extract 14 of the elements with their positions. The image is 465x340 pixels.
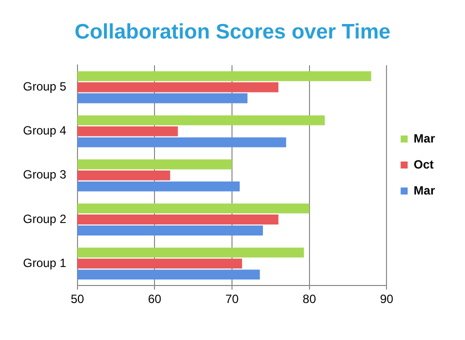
x-tick-label: 50 [70,292,84,306]
y-tick-label: Group 5 [23,80,67,94]
legend-label: Mar [414,131,436,146]
y-tick-label: Group 2 [23,212,67,226]
y-tick-label: Group 1 [23,256,67,270]
chart-title: Collaboration Scores over Time [74,20,390,44]
x-tick-label: 60 [148,292,162,306]
x-tick-label: 70 [225,292,240,306]
legend-label: Oct [414,157,434,172]
x-tick-label: 90 [380,292,394,306]
legend-label: Mar [414,183,436,198]
x-tick-label: 80 [302,292,316,306]
y-tick-label: Group 4 [23,124,67,138]
y-tick-label: Group 3 [23,168,67,182]
